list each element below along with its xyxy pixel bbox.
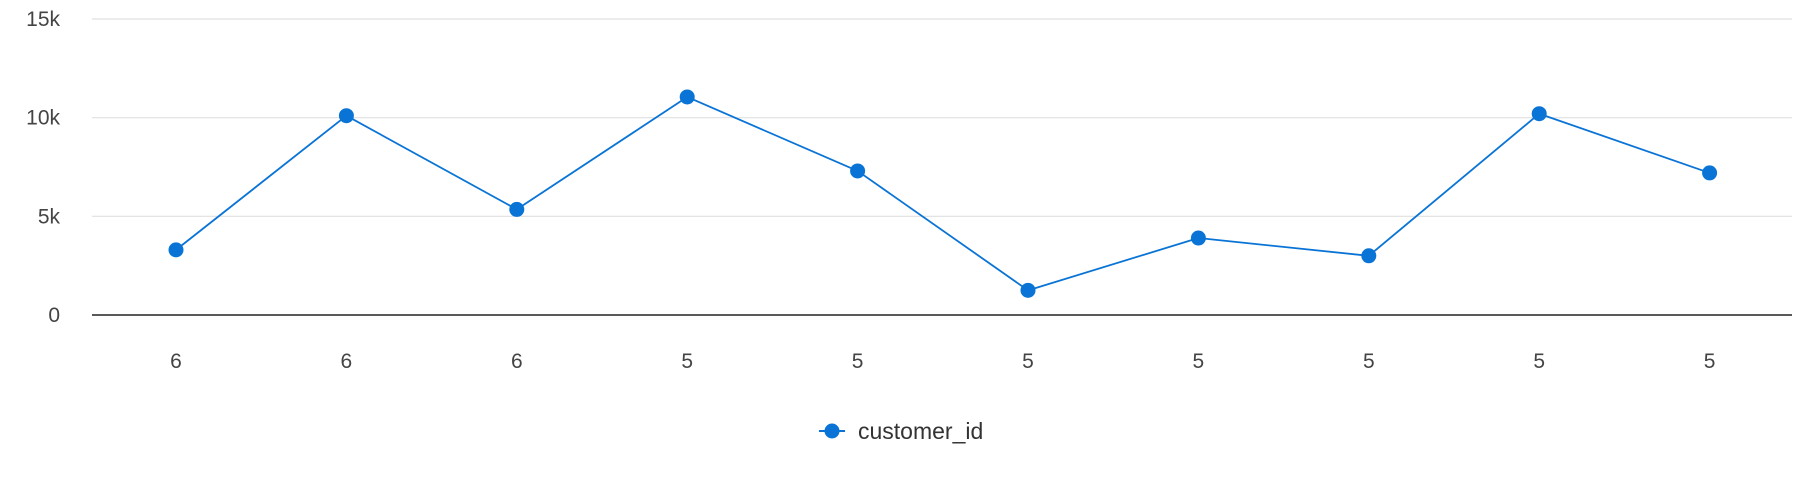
x-tick-label: 5 <box>1363 350 1375 373</box>
x-tick-label: 5 <box>1022 350 1034 373</box>
x-tick-label: 6 <box>170 350 182 373</box>
y-tick-label: 15k <box>26 8 60 31</box>
data-point[interactable] <box>509 201 525 217</box>
x-tick-label: 5 <box>852 350 864 373</box>
x-tick-label: 5 <box>681 350 693 373</box>
data-point[interactable] <box>1531 106 1547 122</box>
x-tick-label: 6 <box>341 350 353 373</box>
data-point[interactable] <box>1702 165 1718 181</box>
legend[interactable]: customer_id <box>819 418 983 444</box>
grid-lines <box>92 18 1792 217</box>
y-tick-label: 5k <box>38 205 61 228</box>
series-line <box>175 96 1710 292</box>
y-tick-label: 0 <box>48 304 60 327</box>
x-tick-label: 6 <box>511 350 523 373</box>
x-axis: 6 6 6 5 5 5 5 5 5 5 <box>92 314 1792 373</box>
data-point[interactable] <box>1190 230 1206 246</box>
x-tick-label: 5 <box>1193 350 1205 373</box>
data-point[interactable] <box>850 163 866 179</box>
data-point[interactable] <box>679 89 695 105</box>
y-axis: 0 5k 10k 15k <box>26 8 60 327</box>
legend-label: customer_id <box>858 418 983 444</box>
data-point[interactable] <box>1020 282 1036 298</box>
data-point[interactable] <box>1361 248 1377 264</box>
series-customer-id <box>168 89 1718 298</box>
y-tick-label: 10k <box>26 107 60 130</box>
legend-marker-dot <box>824 423 840 439</box>
data-point[interactable] <box>168 242 184 258</box>
data-point[interactable] <box>338 108 354 124</box>
x-tick-label: 5 <box>1533 350 1545 373</box>
x-tick-label: 5 <box>1704 350 1716 373</box>
